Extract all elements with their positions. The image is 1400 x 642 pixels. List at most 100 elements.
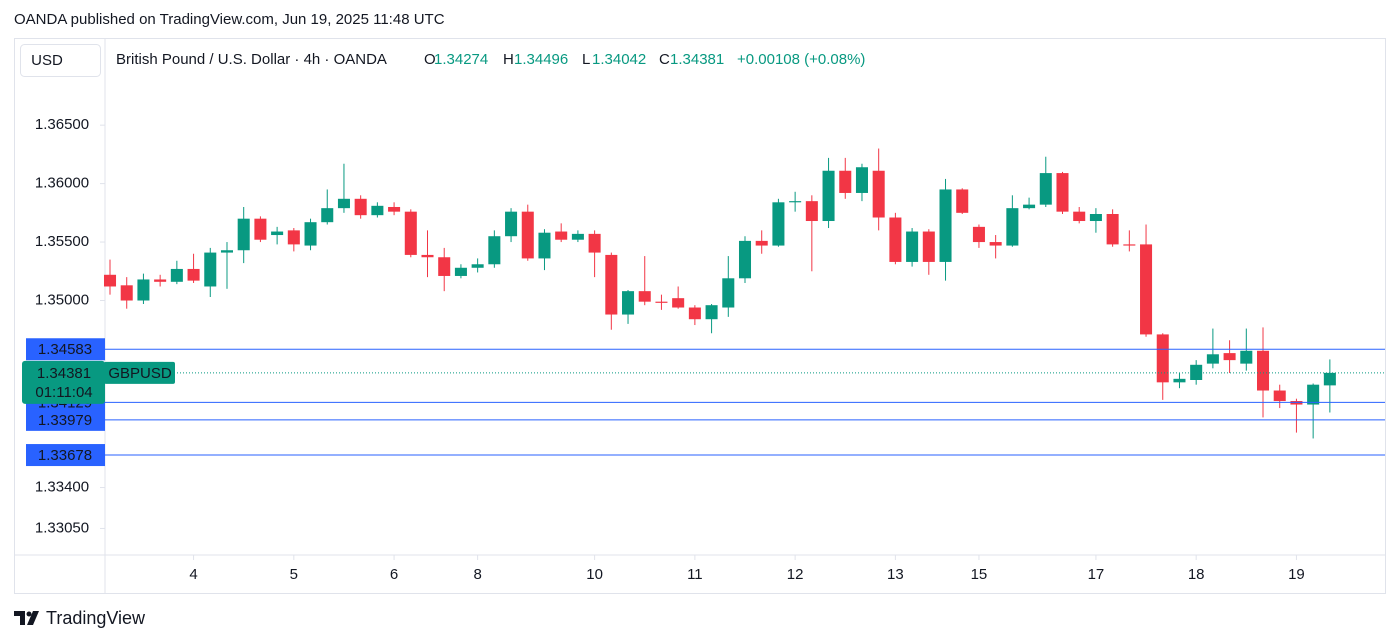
y-tick-label: 1.35000 <box>35 291 89 308</box>
candle-body <box>622 291 635 315</box>
candle-body <box>237 218 250 251</box>
open-value: 1.34274 <box>434 51 488 68</box>
candle-body <box>672 298 685 308</box>
candle-body <box>605 254 618 315</box>
candle-body <box>588 233 601 253</box>
candle-body <box>555 231 568 240</box>
candle-body <box>705 305 718 320</box>
candle-body <box>421 254 434 258</box>
legend: British Pound / U.S. Dollar · 4h · OANDA… <box>116 51 865 68</box>
candle-body <box>1023 204 1036 209</box>
x-tick-label: 15 <box>971 566 988 583</box>
ohlc-label: L <box>582 51 590 68</box>
candle-body <box>521 211 534 259</box>
candle-body <box>571 233 584 240</box>
x-tick-label: 19 <box>1288 566 1305 583</box>
x-tick-label: 6 <box>390 566 398 583</box>
candle-body <box>1206 354 1219 364</box>
candle-body <box>789 201 802 203</box>
candle-body <box>1173 378 1186 383</box>
ohlc-label: O <box>424 51 436 68</box>
candle-body <box>220 250 233 253</box>
currency: USD <box>31 52 63 69</box>
symbol-box <box>104 361 175 384</box>
candle-body <box>1140 244 1153 335</box>
price-line-box <box>26 408 105 431</box>
candle-body <box>254 218 267 240</box>
candle-body <box>755 240 768 246</box>
price-line-box <box>26 444 105 467</box>
candle-body <box>438 257 451 276</box>
x-tick-label: 18 <box>1188 566 1205 583</box>
candle-body <box>1123 244 1136 246</box>
x-tick-label: 8 <box>473 566 481 583</box>
candle-body <box>1257 350 1270 391</box>
ohlc-label: C <box>659 51 670 68</box>
price-line-label: 1.34583 <box>38 341 92 358</box>
price-line-box <box>26 338 105 361</box>
close-value: 1.34381 <box>670 51 724 68</box>
logo <box>14 611 39 625</box>
candle-body <box>805 201 818 222</box>
candle-body <box>154 279 167 282</box>
candle-body <box>855 167 868 193</box>
candle-body <box>738 240 752 279</box>
candle-body <box>321 208 334 223</box>
candle-body <box>371 205 384 216</box>
candle-body <box>1089 214 1102 222</box>
candle-body <box>354 198 367 216</box>
candle-body <box>872 170 885 218</box>
candle-body <box>1240 350 1253 364</box>
candle-body <box>1039 173 1052 205</box>
candle-body <box>1156 334 1169 383</box>
low-value: 1.34042 <box>592 51 646 68</box>
candle-body <box>906 231 919 262</box>
candle-body <box>1223 353 1236 361</box>
candle-body <box>889 217 902 262</box>
x-tick-label: 4 <box>189 566 197 583</box>
y-tick-label: 1.36500 <box>35 116 89 133</box>
high-value: 1.34496 <box>514 51 568 68</box>
candle-body <box>287 230 300 245</box>
candle-body <box>170 268 183 282</box>
candle-body <box>722 278 735 308</box>
candle-body <box>1273 390 1286 402</box>
y-tick-label: 1.35500 <box>35 233 89 250</box>
currency-box[interactable] <box>20 44 101 77</box>
symbol-label: GBPUSD <box>108 365 172 382</box>
change: +0.00108 (+0.08%) <box>737 51 865 68</box>
candle-body <box>337 198 350 209</box>
countdown: 01:11:04 <box>35 384 92 401</box>
candle-body <box>922 231 935 262</box>
candle-body <box>505 211 518 237</box>
candle-body <box>1006 208 1019 246</box>
x-tick-label: 17 <box>1088 566 1105 583</box>
x-tick-label: 5 <box>290 566 298 583</box>
x-tick-label: 12 <box>787 566 804 583</box>
candle-body <box>688 307 701 320</box>
y-tick-label: 1.33050 <box>35 519 89 536</box>
brand: TradingView <box>46 608 146 628</box>
candle-body <box>204 252 217 287</box>
candle-body <box>956 189 969 213</box>
candle-body <box>454 267 467 276</box>
price-line-label: 1.33678 <box>38 447 92 464</box>
candle-body <box>1323 372 1336 386</box>
y-tick-label: 1.36000 <box>35 175 89 192</box>
y-tick-label: 1.33400 <box>35 479 89 496</box>
candle-body <box>772 202 785 246</box>
candle-body <box>1307 384 1320 405</box>
candle-body <box>1190 364 1203 380</box>
candle-body <box>137 279 150 301</box>
candle-body <box>1106 214 1119 245</box>
logo-mark <box>26 611 32 617</box>
candle-body <box>271 231 284 236</box>
candle-body <box>538 232 551 259</box>
candle-body <box>939 189 952 262</box>
candle-body <box>989 242 1002 246</box>
x-tick-label: 10 <box>586 566 603 583</box>
plot <box>103 148 1336 439</box>
last-price-label: 1.34381 <box>37 365 91 382</box>
publisher: OANDA published on TradingView.com, Jun … <box>14 11 445 28</box>
